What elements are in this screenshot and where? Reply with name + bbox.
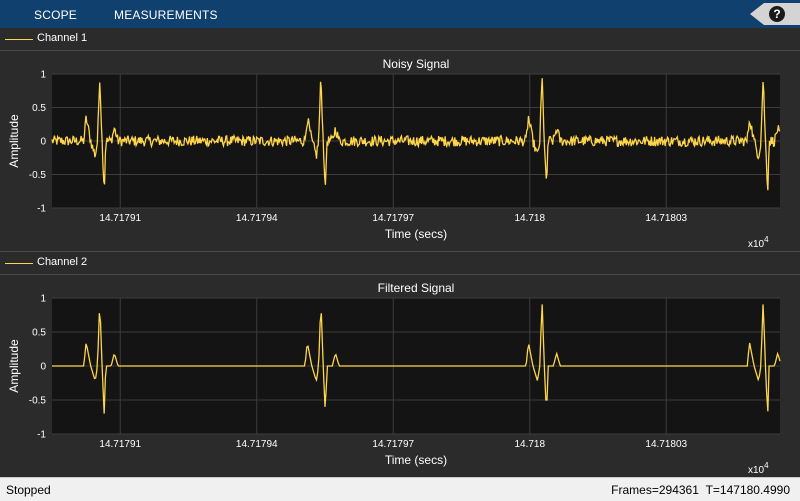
channel-1-legend[interactable]: Channel 1 (0, 28, 800, 50)
toolstrip: SCOPE MEASUREMENTS ? (0, 0, 800, 28)
filtered-signal-plot[interactable]: Filtered Signal 14.71791 14.71794 14.71797 1… (0, 275, 800, 477)
y-tick-label: -0.5 (29, 396, 47, 407)
legend-line-icon (5, 39, 33, 40)
status-readout: Frames=294361 T=147180.4990 (611, 483, 790, 497)
y-tick-label: -1 (37, 204, 46, 215)
y-tick-label: 1 (40, 70, 46, 81)
x-axis-label: Time (secs) (385, 453, 447, 467)
x-tick-label: 14.71791 (99, 213, 141, 224)
divider (0, 251, 800, 252)
x-tick-label: 14.71797 (372, 439, 414, 450)
y-tick-label: 0 (40, 137, 46, 148)
y-axis-label: Amplitude (7, 339, 21, 393)
x-tick-label: 14.71794 (236, 439, 278, 450)
divider (0, 274, 800, 275)
frames-count: Frames=294361 (611, 483, 699, 497)
divider (0, 50, 800, 51)
noisy-signal-plot[interactable]: Noisy Signal 14.71791 14.71794 14.71797 14.7… (0, 51, 800, 251)
x-tick-label: 14.718 (514, 213, 545, 224)
y-tick-label: -0.5 (29, 170, 47, 181)
question-icon[interactable]: ? (769, 6, 785, 22)
x-tick-label: 14.71791 (99, 439, 141, 450)
y-tick-label: 0 (40, 362, 46, 373)
signal-trace (52, 304, 781, 414)
status-bar: Stopped Frames=294361 T=147180.4990 (0, 477, 800, 501)
x-tick-label: 14.71794 (236, 213, 278, 224)
plot-title: Filtered Signal (378, 281, 455, 295)
legend-label: Channel 1 (37, 32, 88, 44)
y-tick-label: 0.5 (32, 328, 46, 339)
legend-line-icon (5, 263, 33, 264)
y-tick-label: 0.5 (32, 103, 46, 114)
x-tick-label: 14.71803 (645, 439, 687, 450)
tab-scope[interactable]: SCOPE (34, 8, 78, 22)
tab-measurements[interactable]: MEASUREMENTS (114, 8, 218, 22)
x-multiplier: x104 (748, 235, 769, 250)
signal-trace (51, 78, 781, 191)
x-multiplier: x104 (748, 461, 769, 476)
legend-label: Channel 2 (37, 256, 88, 268)
x-tick-label: 14.71803 (645, 213, 687, 224)
x-tick-label: 14.71797 (372, 213, 414, 224)
y-tick-label: 1 (40, 294, 46, 305)
y-axis-label: Amplitude (7, 114, 21, 168)
sim-time: T=147180.4990 (705, 483, 790, 497)
help-area: ? (746, 0, 800, 28)
x-tick-label: 14.718 (514, 439, 545, 450)
x-axis-label: Time (secs) (385, 227, 447, 241)
channel-2-legend[interactable]: Channel 2 (0, 252, 800, 274)
status-state: Stopped (6, 483, 51, 497)
plot-title: Noisy Signal (383, 57, 450, 71)
y-tick-label: -1 (37, 430, 46, 441)
